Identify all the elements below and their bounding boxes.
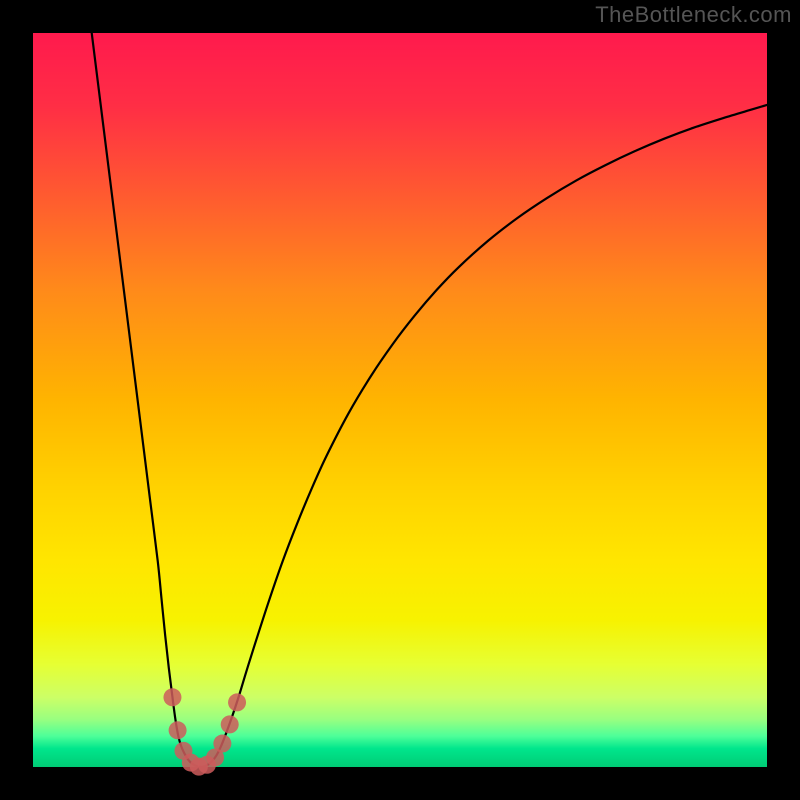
chart-svg <box>0 0 800 800</box>
chart-root: TheBottleneck.com <box>0 0 800 800</box>
curve-marker <box>228 693 246 711</box>
watermark-text: TheBottleneck.com <box>595 2 792 28</box>
plot-gradient-bg <box>33 33 767 767</box>
curve-marker <box>169 721 187 739</box>
curve-marker <box>221 715 239 733</box>
curve-marker <box>213 735 231 753</box>
curve-marker <box>163 688 181 706</box>
